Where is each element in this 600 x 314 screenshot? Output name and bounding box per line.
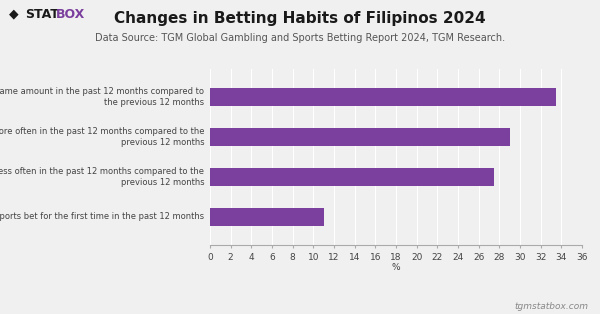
Text: tgmstatbox.com: tgmstatbox.com <box>514 302 588 311</box>
Bar <box>210 128 509 146</box>
X-axis label: %: % <box>392 263 400 272</box>
Text: BOX: BOX <box>56 8 85 21</box>
Text: Changes in Betting Habits of Filipinos 2024: Changes in Betting Habits of Filipinos 2… <box>114 11 486 26</box>
Legend: Philippines: Philippines <box>350 313 442 314</box>
Bar <box>210 88 556 106</box>
Text: ◆: ◆ <box>9 8 19 21</box>
Bar <box>210 208 323 226</box>
Text: STAT: STAT <box>25 8 59 21</box>
Bar <box>210 168 494 186</box>
Text: Data Source: TGM Global Gambling and Sports Betting Report 2024, TGM Research.: Data Source: TGM Global Gambling and Spo… <box>95 33 505 43</box>
